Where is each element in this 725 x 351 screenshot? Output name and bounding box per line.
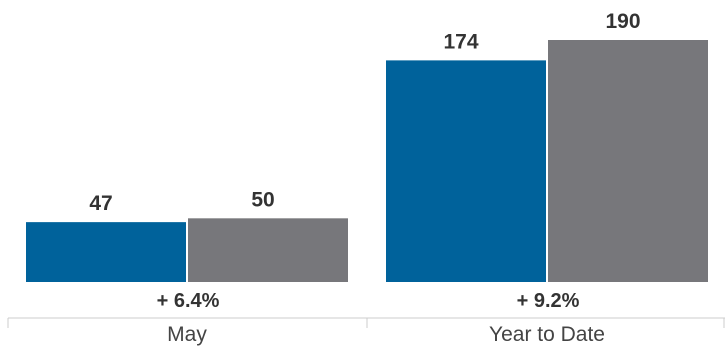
bar-may-series-2 bbox=[188, 218, 348, 282]
category-label-year-to-date: Year to Date bbox=[489, 323, 605, 346]
value-label-may-series-2: 50 bbox=[251, 188, 274, 211]
category-label-may: May bbox=[167, 323, 207, 346]
bar-year-to-date-series-2 bbox=[548, 40, 708, 282]
change-label-year-to-date: + 9.2% bbox=[517, 290, 580, 312]
bar-year-to-date-series-1 bbox=[386, 60, 546, 282]
value-label-year-to-date-series-2: 190 bbox=[605, 10, 640, 33]
change-label-may: + 6.4% bbox=[157, 290, 220, 312]
value-label-may-series-1: 47 bbox=[89, 192, 112, 215]
value-label-year-to-date-series-1: 174 bbox=[443, 30, 478, 53]
bar-may-series-1 bbox=[26, 222, 186, 282]
chart-marks: 47 174 50 190 bbox=[26, 10, 708, 282]
